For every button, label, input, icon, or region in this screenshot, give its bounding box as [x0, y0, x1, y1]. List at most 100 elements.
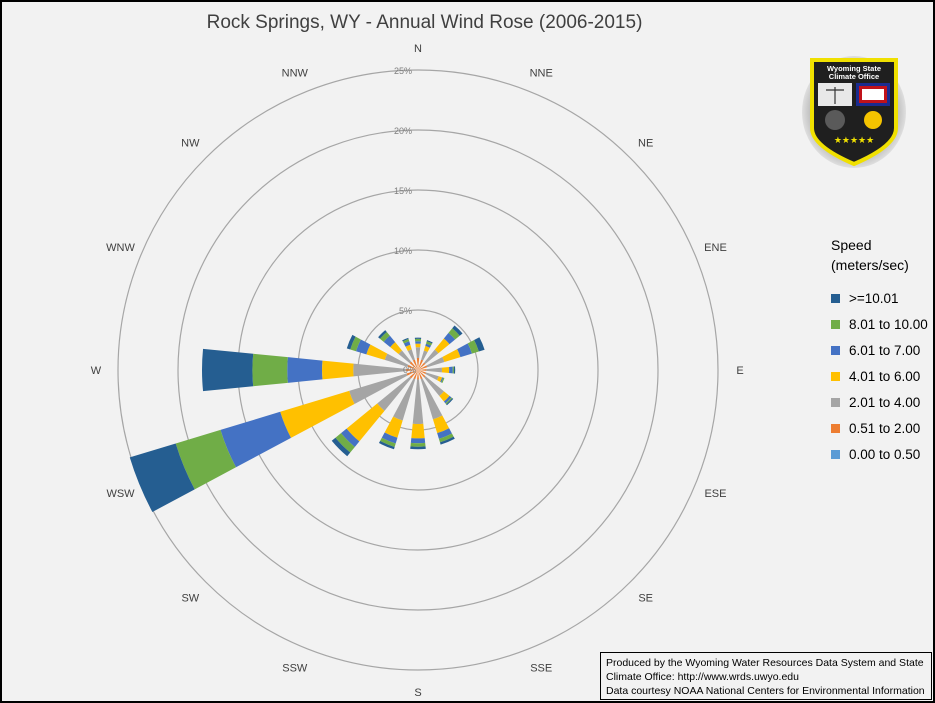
- wedge-wnw-6-01-to-7-00: [355, 339, 371, 355]
- wedge-s-8-01-to-10-00: [410, 442, 426, 447]
- direction-label-nw: NW: [181, 137, 200, 149]
- wedge-sse-4-01-to-6-00: [432, 415, 450, 434]
- legend-item: 0.51 to 2.00: [831, 415, 928, 441]
- wedge-ese-0-51-to-2-00: [418, 370, 427, 374]
- wedge-ne-2-01-to-4-00: [424, 349, 439, 364]
- wedge-e-2-01-to-4-00: [426, 367, 442, 373]
- direction-label-sse: SSE: [530, 662, 552, 674]
- wedge-wsw-10-01: [129, 443, 195, 512]
- wedge-ene-0-51-to-2-00: [418, 365, 428, 370]
- legend-label: 2.01 to 4.00: [849, 394, 921, 410]
- logo-earth-icon: [825, 110, 845, 130]
- wedge-se-4-01-to-6-00: [439, 391, 450, 402]
- radial-tick-labels: 5% 10% 15% 20% 25% 0%: [394, 66, 416, 375]
- wedge-ene-10-01: [474, 337, 485, 352]
- wedge-ssw-2-01-to-4-00: [393, 378, 416, 421]
- direction-labels: N NNE NE ENE E ESE SE SSE S SSW SW WSW W WNW NW NNW: [91, 43, 744, 699]
- direction-label-wnw: WNW: [106, 242, 135, 254]
- wedge-wnw-4-01-to-6-00: [366, 344, 388, 360]
- wedge-wnw-8-01-to-10-00: [350, 336, 361, 352]
- wedge-nne-10-01: [426, 340, 433, 344]
- wedge-se-10-01: [446, 398, 454, 406]
- wedge-wnw-10-01: [346, 334, 356, 350]
- legend-label: 4.01 to 6.00: [849, 368, 921, 384]
- wedge-nne-8-01-to-10-00: [426, 341, 433, 346]
- wedge-nnw-10-01: [402, 337, 409, 342]
- chart-title: Rock Springs, WY - Annual Wind Rose (200…: [206, 12, 643, 33]
- wedge-nw-4-01-to-6-00: [390, 342, 403, 355]
- wedge-n-0-51-to-2-00: [416, 357, 420, 370]
- wedge-wsw-0-51-to-2-00: [406, 370, 418, 376]
- wedge-e-6-01-to-7-00: [449, 366, 453, 374]
- wedge-ene-4-01-to-6-00: [442, 349, 461, 362]
- direction-label-nne: NNE: [530, 68, 553, 80]
- legend-swatch: [831, 423, 840, 433]
- wedge-sw-6-01-to-7-00: [341, 428, 360, 447]
- wedge-w-0-51-to-2-00: [405, 368, 418, 372]
- wedge-nne-4-01-to-6-00: [423, 345, 430, 353]
- wedge-wsw-6-01-to-7-00: [220, 411, 292, 468]
- wind-wedges: [129, 325, 485, 512]
- wedge-ssw-8-01-to-10-00: [380, 437, 396, 447]
- legend-label: 6.01 to 7.00: [849, 342, 921, 358]
- wedge-se-8-01-to-10-00: [445, 397, 453, 405]
- radial-tick-label: 20%: [394, 126, 412, 136]
- wedge-ene-2-01-to-4-00: [426, 356, 445, 368]
- logo-text-line2: Climate Office: [829, 72, 879, 81]
- wedge-s-6-01-to-7-00: [410, 438, 426, 444]
- wedge-e-8-01-to-10-00: [452, 366, 454, 374]
- wedge-wsw-2-01-to-4-00: [349, 373, 408, 404]
- wedge-ssw-4-01-to-6-00: [384, 416, 403, 438]
- wedge-nnw-2-01-to-4-00: [407, 349, 415, 361]
- radial-tick-label: 5%: [399, 306, 412, 316]
- wedge-s-4-01-to-6-00: [411, 423, 425, 439]
- grid-ring: [177, 129, 659, 611]
- direction-label-ssw: SSW: [282, 662, 308, 674]
- legend-label: >=10.01: [849, 290, 899, 306]
- logo-stars-icon: ★★★★★: [834, 136, 874, 146]
- wedge-e-4-01-to-6-00: [441, 366, 450, 374]
- credit-line-3: Data courtesy NOAA National Centers for …: [606, 685, 925, 697]
- wedge-sw-8-01-to-10-00: [335, 433, 355, 453]
- wedge-sw-4-01-to-6-00: [346, 403, 385, 442]
- direction-label-w: W: [91, 365, 102, 377]
- wedge-ne-10-01: [452, 325, 463, 336]
- wedge-ene-8-01-to-10-00: [467, 340, 479, 354]
- wedge-sse-10-01: [439, 436, 455, 445]
- legend-item: 4.01 to 6.00: [831, 363, 928, 389]
- legend-item: 8.01 to 10.00: [831, 311, 928, 337]
- credit-line-1: Produced by the Wyoming Water Resources …: [606, 657, 924, 669]
- wedge-sse-2-01-to-4-00: [420, 378, 443, 420]
- wedge-w-8-01-to-10-00: [252, 353, 288, 387]
- wedge-n-4-01-to-6-00: [415, 343, 421, 348]
- wedge-ne-0-51-to-2-00: [418, 362, 426, 370]
- legend-label: 0.00 to 0.50: [849, 446, 921, 462]
- wedge-nw-2-01-to-4-00: [398, 350, 412, 364]
- legend-item: 6.01 to 7.00: [831, 337, 928, 363]
- legend-swatch: [831, 293, 840, 303]
- credits-box: Produced by the Wyoming Water Resources …: [600, 652, 932, 700]
- legend-item: 0.00 to 0.50: [831, 441, 928, 467]
- wedge-ne-4-01-to-6-00: [434, 338, 450, 354]
- credit-line-2: Climate Office: http://www.wrds.uwyo.edu: [606, 671, 799, 683]
- legend-item: 2.01 to 4.00: [831, 389, 928, 415]
- wedge-nw-10-01: [378, 330, 387, 339]
- wedge-s-10-01: [410, 446, 426, 450]
- direction-label-wsw: WSW: [106, 488, 135, 500]
- wedge-ese-6-01-to-7-00: [440, 377, 444, 383]
- legend-swatch: [831, 371, 840, 381]
- direction-label-s: S: [414, 687, 421, 699]
- wedge-sse-0-51-to-2-00: [418, 370, 423, 380]
- legend-label: 8.01 to 10.00: [849, 316, 928, 332]
- legend-swatch: [831, 345, 840, 355]
- legend-swatch: [831, 397, 840, 407]
- wedge-nnw-0-51-to-2-00: [412, 359, 418, 370]
- wedge-s-0-51-to-2-00: [417, 370, 419, 380]
- wedge-n-2-01-to-4-00: [415, 347, 421, 359]
- wedge-wnw-0-51-to-2-00: [407, 364, 418, 370]
- radial-tick-label: 10%: [394, 246, 412, 256]
- wedge-sw-10-01: [331, 437, 351, 457]
- direction-label-sw: SW: [181, 593, 199, 605]
- wedge-n-8-01-to-10-00: [414, 338, 422, 342]
